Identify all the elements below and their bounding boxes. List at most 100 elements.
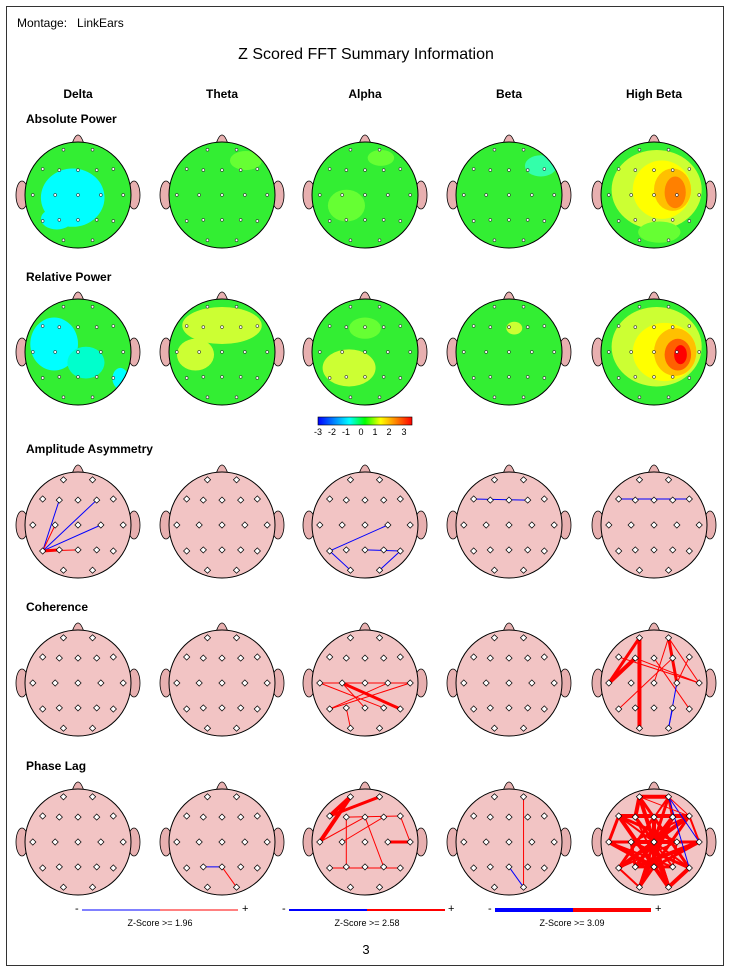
electrode xyxy=(375,793,384,801)
electrode xyxy=(218,863,226,871)
electrode xyxy=(326,547,334,555)
electrode xyxy=(363,375,367,379)
electrode xyxy=(342,654,350,662)
connection-line xyxy=(329,524,389,552)
electrode xyxy=(93,863,101,871)
connection-line xyxy=(618,867,641,888)
connection-line xyxy=(364,816,385,868)
head-outline xyxy=(24,629,132,737)
head-outline xyxy=(168,298,276,406)
electrode xyxy=(76,325,80,329)
electrode xyxy=(29,838,37,846)
electrode xyxy=(111,219,116,223)
electrode xyxy=(338,679,346,687)
head-map-3-0 xyxy=(15,622,141,737)
electrode xyxy=(664,883,673,891)
electrode xyxy=(524,863,532,871)
connection-line xyxy=(42,499,60,552)
electrode xyxy=(669,704,677,712)
electrode xyxy=(218,521,226,529)
power-contours xyxy=(611,149,702,243)
electrode xyxy=(507,218,511,222)
electrode xyxy=(616,376,621,380)
electrode xyxy=(615,864,623,872)
head-map-2-0 xyxy=(15,464,141,579)
electrode xyxy=(380,654,388,662)
connection-line xyxy=(618,841,678,869)
electrode xyxy=(615,812,623,820)
electrode xyxy=(205,238,210,242)
band-beta: Beta xyxy=(495,87,522,101)
connection-line xyxy=(653,657,690,710)
electrode xyxy=(205,395,210,399)
head-outline xyxy=(24,141,132,249)
electrode xyxy=(384,521,392,529)
electrode xyxy=(650,546,658,554)
electrode xyxy=(386,350,390,354)
electrode xyxy=(121,350,125,354)
electrode xyxy=(342,813,350,821)
electrode xyxy=(88,634,97,642)
contour-region xyxy=(327,189,366,222)
electrode xyxy=(528,521,536,529)
row-relative-power: Relative Power xyxy=(26,270,112,284)
electrode xyxy=(232,724,241,732)
electrode xyxy=(486,704,494,712)
electrode xyxy=(344,375,349,379)
electrode xyxy=(631,813,639,821)
electrode xyxy=(669,496,677,504)
electrode xyxy=(232,883,241,891)
connection-line xyxy=(607,840,655,869)
electrode xyxy=(635,634,644,642)
electrode xyxy=(519,883,528,891)
electrode xyxy=(635,724,644,732)
contour-region xyxy=(322,349,376,387)
power-contours xyxy=(229,151,262,171)
electrode xyxy=(631,654,639,662)
electrode xyxy=(255,376,260,380)
contour-region xyxy=(367,149,395,166)
electrode xyxy=(542,167,547,171)
electrode xyxy=(99,193,103,197)
electrode xyxy=(97,521,105,529)
electrode xyxy=(488,325,493,329)
head-outline xyxy=(24,298,132,406)
head-map-1-0 xyxy=(15,291,141,406)
electrode xyxy=(650,704,658,712)
electrode xyxy=(381,218,386,222)
page-title: Z Scored FFT Summary Information xyxy=(238,46,494,63)
electrode xyxy=(375,566,384,574)
electrode xyxy=(377,238,382,242)
electrode xyxy=(524,654,532,662)
electrode xyxy=(633,325,638,329)
row-absolute-power: Absolute Power xyxy=(26,112,117,126)
electrode xyxy=(220,193,224,197)
electrode xyxy=(55,546,63,554)
connection-line xyxy=(345,707,351,729)
connection-line xyxy=(379,550,401,571)
electrode xyxy=(484,193,488,197)
electrode xyxy=(488,218,493,222)
electrode xyxy=(348,148,353,152)
electrode xyxy=(363,325,367,329)
electrode xyxy=(361,838,369,846)
head-outline xyxy=(311,141,419,249)
electrode xyxy=(74,679,82,687)
contour-region xyxy=(674,345,687,365)
electrode xyxy=(542,219,547,223)
contour-region xyxy=(664,176,686,209)
electrode xyxy=(550,521,558,529)
connection-line xyxy=(637,816,675,889)
electrode xyxy=(39,705,47,713)
electrode xyxy=(88,793,97,801)
electrode xyxy=(31,193,35,197)
electrode xyxy=(540,705,548,713)
electrode xyxy=(363,218,367,222)
electrode xyxy=(57,325,62,329)
colorbar-tick: -3 xyxy=(313,427,322,437)
electrode xyxy=(673,521,681,529)
electrode xyxy=(635,883,644,891)
electrode xyxy=(88,724,97,732)
electrode xyxy=(318,193,322,197)
electrode xyxy=(39,547,47,555)
